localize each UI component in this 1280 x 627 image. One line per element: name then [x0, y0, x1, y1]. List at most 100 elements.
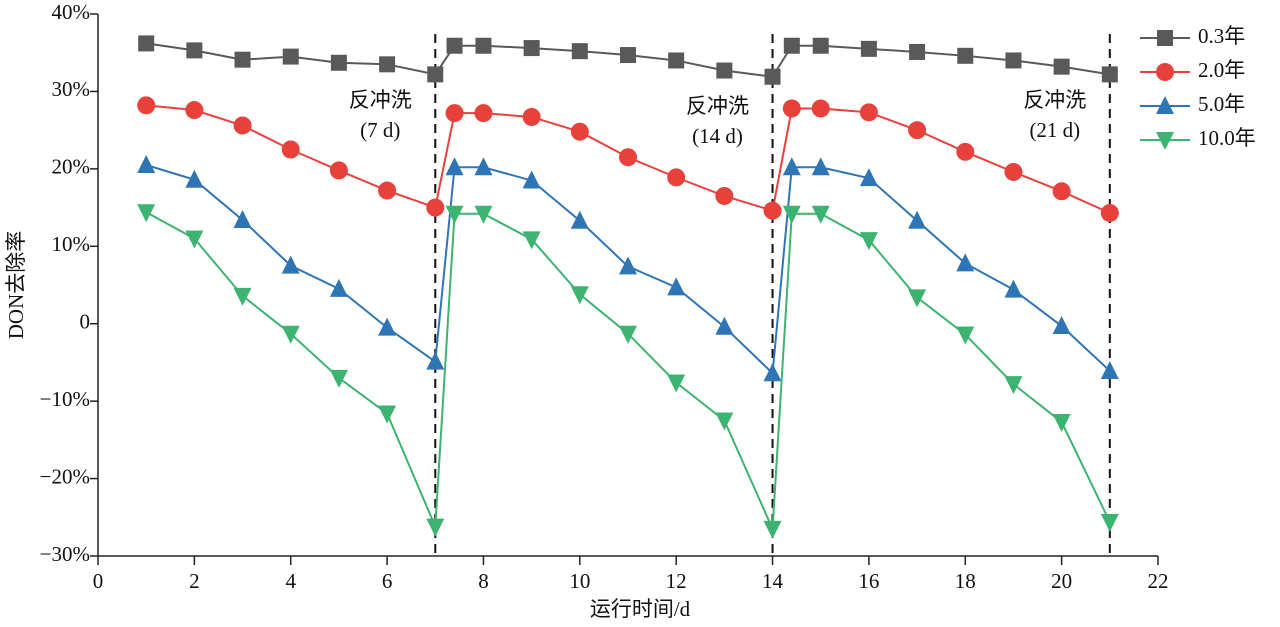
data-point [956, 142, 975, 161]
y-tick-label: 20% [52, 155, 91, 179]
data-point [811, 157, 830, 176]
data-point [474, 157, 493, 176]
data-point [522, 170, 541, 189]
data-point [957, 47, 974, 64]
legend-marker [1156, 63, 1174, 81]
data-point [1052, 414, 1071, 433]
x-tick-label: 14 [762, 569, 784, 593]
legend-marker [1156, 96, 1174, 114]
annotation: (14 d) [692, 124, 743, 148]
y-tick-label: 30% [52, 77, 91, 101]
y-axis-title: DON去除率 [4, 231, 28, 340]
legend-label: 10.0年 [1198, 126, 1256, 150]
data-point [445, 104, 464, 123]
data-point [522, 231, 541, 250]
data-point [379, 56, 396, 73]
data-point [619, 256, 637, 275]
data-point [909, 43, 926, 60]
x-tick-label: 16 [858, 569, 879, 593]
legend-label: 2.0年 [1198, 58, 1245, 82]
data-point [329, 161, 348, 180]
data-point [233, 116, 252, 135]
y-tick-label: 40% [52, 0, 91, 24]
data-point [427, 66, 444, 83]
data-point [185, 169, 204, 188]
data-point [185, 101, 204, 120]
y-tick-label: 0 [80, 310, 91, 334]
data-point [763, 201, 782, 220]
data-point [570, 286, 589, 305]
data-point [426, 198, 445, 217]
data-point [329, 278, 348, 297]
data-point [620, 47, 636, 64]
data-point [522, 107, 541, 126]
data-point [908, 121, 927, 140]
data-point [474, 104, 493, 123]
x-tick-label: 22 [1148, 569, 1169, 593]
data-point [860, 40, 877, 57]
data-point [715, 412, 734, 431]
data-point [859, 103, 878, 122]
data-point [782, 157, 801, 176]
data-point [811, 205, 830, 224]
data-point [138, 35, 155, 52]
x-tick-label: 20 [1051, 569, 1072, 593]
annotation: 反冲洗 [686, 94, 749, 118]
x-tick-label: 18 [955, 569, 976, 593]
data-point [426, 518, 445, 537]
data-point [782, 99, 801, 118]
data-point [859, 168, 878, 187]
data-point [763, 520, 782, 539]
data-point [715, 186, 734, 205]
data-point [570, 210, 589, 229]
y-tick-label: 10% [52, 232, 91, 256]
data-point [1052, 316, 1071, 335]
data-point [570, 122, 589, 141]
data-point [619, 148, 637, 167]
annotation: (21 d) [1029, 118, 1080, 142]
data-point [763, 363, 782, 382]
data-point [783, 37, 800, 54]
data-point [137, 154, 156, 173]
data-point [667, 277, 686, 296]
x-tick-label: 8 [478, 569, 489, 593]
data-point [281, 255, 300, 274]
data-point [1004, 376, 1023, 395]
data-point [282, 48, 299, 65]
data-point [233, 209, 252, 228]
data-point [233, 287, 252, 306]
legend-label: 0.3年 [1198, 24, 1245, 48]
data-point [715, 316, 734, 335]
data-point [1005, 52, 1022, 69]
data-point [445, 205, 464, 224]
data-point [137, 204, 156, 223]
data-point [186, 42, 203, 59]
data-point [475, 37, 492, 54]
data-point [330, 54, 347, 71]
x-tick-label: 0 [93, 569, 104, 593]
data-point [1101, 66, 1118, 83]
annotation: 反冲洗 [1023, 88, 1086, 112]
data-point [446, 37, 463, 54]
data-point [234, 51, 251, 68]
data-point [1053, 58, 1070, 75]
legend-marker [1156, 132, 1174, 150]
data-point [378, 181, 397, 200]
legend-marker [1157, 30, 1173, 46]
data-point [764, 68, 781, 85]
data-point [1100, 360, 1119, 379]
data-point [956, 326, 975, 345]
data-point [1004, 162, 1023, 181]
data-point [908, 289, 927, 308]
data-point [811, 99, 830, 118]
data-point [1004, 279, 1023, 298]
y-tick-label: −30% [40, 542, 90, 566]
data-point [1100, 513, 1119, 532]
data-point [619, 325, 637, 344]
x-tick-label: 10 [569, 569, 590, 593]
data-point [571, 43, 588, 60]
data-point [956, 253, 975, 272]
y-tick-label: −20% [40, 464, 90, 488]
data-point [668, 52, 685, 69]
